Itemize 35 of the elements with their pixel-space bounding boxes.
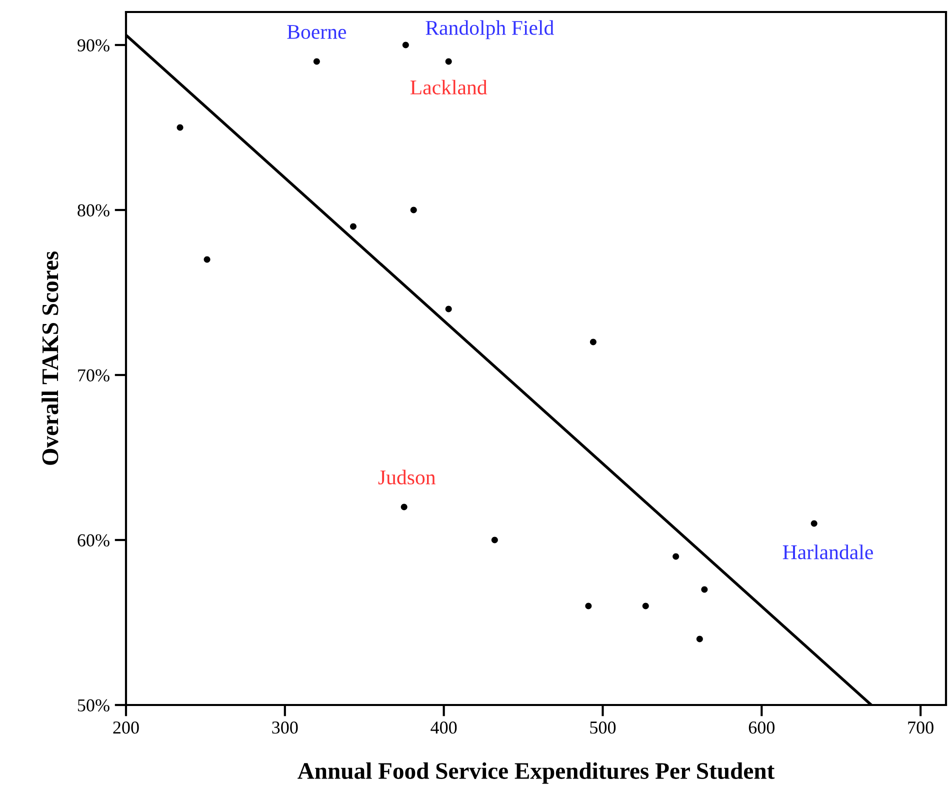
- x-tick-label: 600: [748, 721, 775, 734]
- annotation: Boerne: [287, 25, 346, 39]
- point: [701, 586, 708, 593]
- point: [445, 58, 452, 65]
- x-tick-label: 300: [272, 721, 298, 734]
- point: [810, 520, 818, 527]
- y-tick-label: 80%: [78, 204, 110, 216]
- y-axis-title: Overall TAKS Scores: [42, 252, 58, 465]
- annotation: Randolph Field: [426, 20, 554, 40]
- annotation: Harlandale: [782, 544, 873, 560]
- y-tick-label: 90%: [78, 39, 110, 52]
- point: [402, 42, 409, 48]
- point: [445, 306, 452, 312]
- point: [400, 504, 408, 510]
- annotation: Lackland: [410, 80, 488, 94]
- point: [491, 536, 498, 544]
- point: [672, 553, 680, 560]
- point: [350, 223, 357, 230]
- point: [176, 124, 184, 131]
- point: [590, 338, 596, 346]
- point: [410, 206, 417, 214]
- point: [696, 636, 703, 642]
- point: [585, 602, 592, 610]
- point: [204, 256, 210, 263]
- y-tick-label: 70%: [78, 369, 110, 382]
- x-tick-label: 500: [590, 721, 616, 734]
- point: [642, 602, 649, 610]
- x-axis-title: Annual Food Service Expenditures Per Student: [298, 762, 775, 784]
- point: [313, 58, 320, 65]
- x-tick-label: 200: [113, 721, 139, 734]
- y-tick-label: 50%: [78, 699, 110, 712]
- annotation: Judson: [378, 470, 436, 484]
- x-tick-label: 700: [908, 721, 934, 734]
- x-tick-label: 400: [430, 721, 457, 734]
- y-tick-label: 60%: [78, 534, 110, 546]
